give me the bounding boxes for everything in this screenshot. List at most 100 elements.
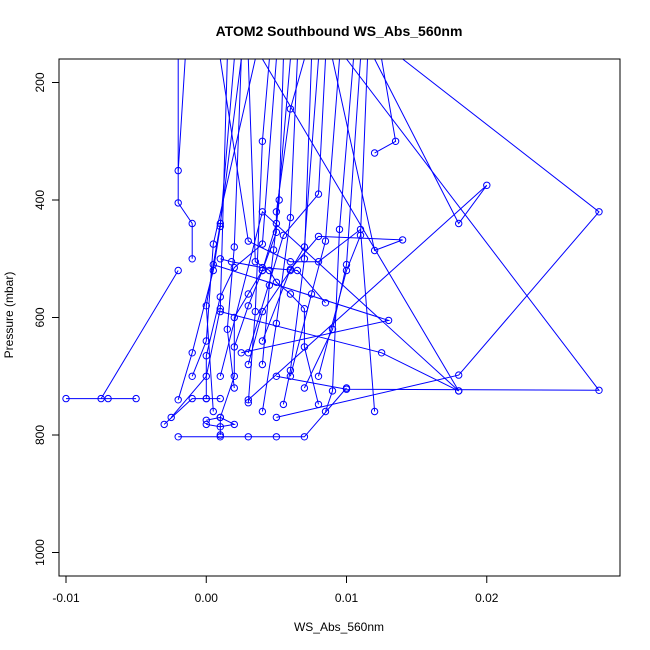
data-point	[188, 394, 196, 403]
data-point	[167, 413, 175, 422]
series-line	[163, 398, 221, 425]
data-point	[202, 372, 211, 380]
series-27	[244, 59, 326, 357]
data-point	[272, 372, 281, 380]
y-axis-label: Pressure (mbar)	[2, 272, 16, 359]
series-line	[374, 59, 397, 154]
data-point	[258, 263, 267, 272]
data-point	[216, 423, 225, 431]
series-34	[209, 260, 393, 357]
data-point	[244, 302, 253, 310]
data-point	[321, 407, 330, 416]
y-tick-label: 200	[33, 72, 47, 92]
x-tick-label: 0.01	[335, 591, 359, 605]
data-point	[209, 407, 218, 416]
data-point	[314, 400, 323, 409]
series-line	[276, 59, 600, 418]
data-point	[595, 208, 603, 216]
data-point	[174, 433, 182, 441]
data-point	[132, 394, 140, 403]
data-point	[258, 240, 267, 248]
data-point	[328, 387, 337, 395]
data-point	[244, 399, 253, 407]
data-point	[286, 372, 295, 380]
data-point	[307, 290, 316, 298]
series-20	[244, 59, 270, 407]
data-point	[202, 394, 211, 403]
series-10	[272, 59, 603, 394]
data-point	[174, 199, 182, 207]
series-5	[174, 384, 351, 441]
series-28	[279, 59, 312, 409]
data-point	[335, 225, 344, 234]
series-line	[177, 59, 193, 259]
series-line	[282, 59, 312, 405]
data-point	[455, 219, 463, 228]
series-line	[206, 416, 236, 428]
plot-frame	[58, 58, 621, 577]
series-line	[289, 59, 340, 377]
data-point	[370, 407, 379, 416]
data-point	[251, 258, 260, 266]
series-17	[167, 59, 228, 422]
data-point	[258, 407, 267, 416]
data-point	[230, 243, 239, 251]
data-point	[160, 420, 168, 429]
series-line	[303, 59, 361, 389]
data-point	[377, 349, 386, 357]
data-point	[391, 137, 400, 146]
data-point	[230, 372, 239, 380]
series-line	[66, 270, 179, 400]
data-point	[321, 237, 330, 245]
data-point	[293, 266, 302, 275]
data-point	[321, 299, 330, 307]
series-29	[286, 59, 340, 380]
series-line	[325, 59, 354, 412]
series-24	[314, 59, 368, 380]
data-point	[370, 149, 379, 157]
data-point	[314, 190, 323, 198]
data-point	[314, 372, 323, 380]
y-tick-label: 600	[33, 307, 47, 327]
data-point	[174, 396, 182, 404]
series-6	[202, 413, 239, 431]
series-31	[370, 59, 400, 157]
data-point	[216, 255, 225, 263]
data-point	[230, 384, 239, 392]
series-line	[247, 59, 319, 365]
data-point	[216, 307, 225, 316]
data-point	[286, 290, 295, 298]
data-point	[272, 433, 281, 441]
y-tick-label: 1000	[33, 539, 47, 566]
data-point	[216, 413, 225, 422]
series-35	[174, 59, 186, 175]
data-point	[97, 394, 105, 403]
x-axis-label: WS_Abs_560nm	[294, 620, 384, 634]
data-point	[230, 420, 239, 429]
series-line	[261, 59, 298, 412]
data-point	[209, 260, 218, 269]
chart-title: ATOM2 Southbound WS_Abs_560nm	[216, 23, 463, 39]
data-point	[595, 386, 603, 394]
data-point	[300, 255, 309, 263]
data-point	[188, 219, 196, 228]
data-point	[342, 385, 351, 393]
series-line	[261, 59, 284, 365]
data-point	[244, 433, 253, 441]
series-line	[220, 311, 459, 392]
data-point	[258, 360, 267, 369]
series-line	[219, 59, 305, 435]
series-line	[205, 59, 277, 399]
data-point	[174, 266, 182, 275]
data-point	[258, 137, 267, 146]
series-line	[247, 59, 488, 401]
series-line	[213, 264, 391, 354]
data-point	[286, 258, 295, 266]
data-point	[216, 219, 225, 228]
x-tick-label: -0.01	[52, 591, 80, 605]
data-point	[269, 246, 278, 254]
data-point	[104, 394, 112, 403]
data-point	[300, 343, 309, 351]
data-point	[384, 316, 393, 325]
